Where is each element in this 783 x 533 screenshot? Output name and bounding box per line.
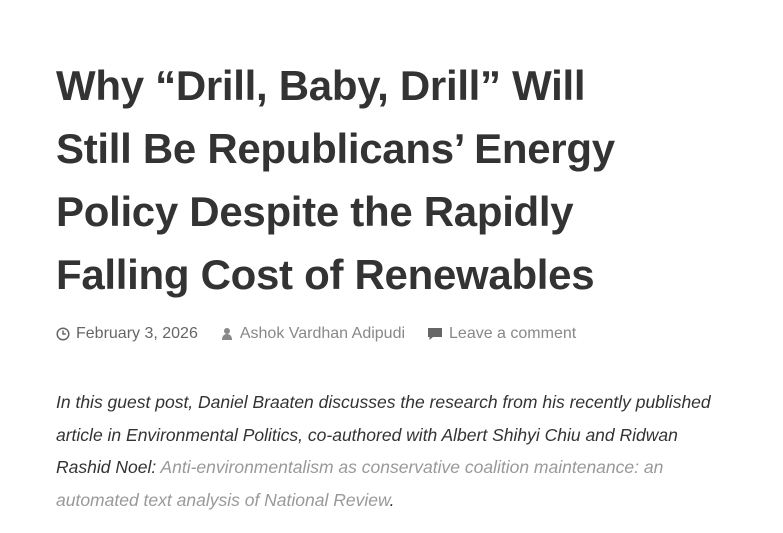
article-title: Why “Drill, Baby, Drill” Will Still Be R… <box>56 54 615 306</box>
post-meta: February 3, 2026 Ashok Vardhan Adipudi L… <box>56 325 598 343</box>
title-line: Falling Cost of Renewables <box>56 251 595 298</box>
author-item: Ashok Vardhan Adipudi <box>220 325 405 343</box>
clock-icon <box>56 327 70 341</box>
article-link[interactable]: Anti-environmentalism as conservative co… <box>56 457 664 510</box>
date-item: February 3, 2026 <box>56 325 198 343</box>
person-icon <box>221 328 232 340</box>
comment-link[interactable]: Leave a comment <box>449 325 577 342</box>
comment-item: Leave a comment <box>427 325 576 343</box>
intro-end: . <box>389 489 395 510</box>
intro-text: In this guest post, Daniel Braaten discu… <box>56 392 711 477</box>
comment-icon <box>428 328 443 340</box>
title-line: Policy Despite the Rapidly <box>56 188 574 235</box>
author-link[interactable]: Ashok Vardhan Adipudi <box>239 325 406 342</box>
intro-paragraph: In this guest post, Daniel Braaten discu… <box>56 386 726 516</box>
post-date: February 3, 2026 <box>76 325 198 342</box>
title-line: Why “Drill, Baby, Drill” Will <box>56 62 586 109</box>
title-line: Still Be Republicans’ Energy <box>56 125 615 172</box>
